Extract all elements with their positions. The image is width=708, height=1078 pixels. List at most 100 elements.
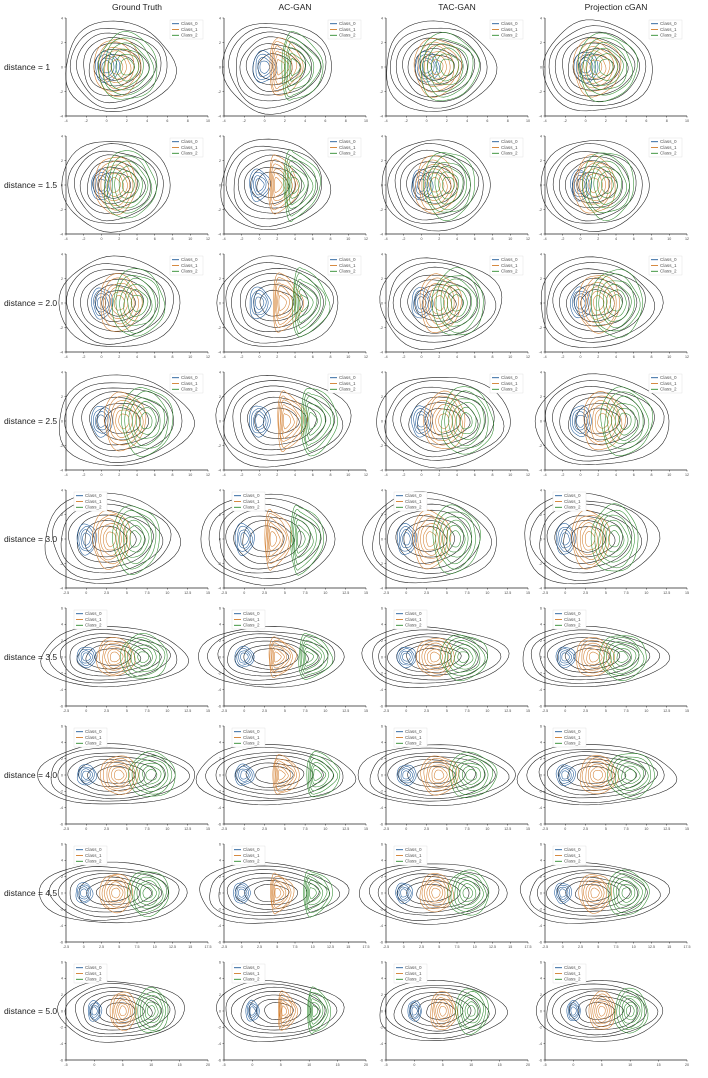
x-tick-label: 0 (251, 1063, 253, 1067)
x-tick-label: 10 (628, 1063, 632, 1067)
class-1-contour (585, 760, 613, 789)
x-tick-label: -2 (240, 355, 243, 359)
x-tick-label: 4 (136, 473, 138, 477)
legend-label: Class_0 (339, 257, 356, 262)
x-tick-label: 5 (605, 827, 607, 831)
class-2-contour (432, 504, 481, 575)
class-1-contour (592, 996, 612, 1025)
class-2-contour (431, 267, 484, 336)
class-1-contour (426, 395, 463, 446)
y-tick-label: -2 (60, 672, 63, 676)
class-1-contour (576, 161, 613, 212)
x-tick-label: 10 (206, 119, 210, 123)
x-tick-label: 15 (206, 591, 210, 595)
x-tick-label: 2 (446, 119, 448, 123)
class-2-contour (115, 54, 139, 82)
x-tick-label: 6 (312, 355, 314, 359)
class-1-contour (265, 512, 290, 564)
class-1-contour (104, 879, 128, 908)
class-1-contour (590, 993, 614, 1027)
row-title: distance = 1.5 (4, 180, 57, 190)
y-tick-label: 4 (540, 859, 542, 863)
x-tick-label: 5 (442, 1063, 444, 1067)
x-tick-label: 0 (564, 709, 566, 713)
y-tick-label: -4 (539, 1042, 542, 1046)
marginal-contour (426, 1002, 456, 1020)
y-tick-label: -4 (218, 1042, 221, 1046)
class-0-contour (407, 1000, 422, 1022)
legend-label: Class_1 (243, 971, 260, 976)
x-tick-label: 0 (259, 355, 261, 359)
marginal-contour (221, 23, 332, 115)
legend-label: Class_1 (181, 263, 198, 268)
class-2-contour (435, 511, 476, 570)
class-1-contour (278, 990, 299, 1031)
class-2-contour (306, 407, 322, 436)
class-0-contour (234, 522, 255, 556)
class-1-contour (423, 168, 448, 201)
y-tick-label: -2 (218, 90, 221, 94)
class-1-contour (581, 642, 609, 671)
class-0-contour (251, 289, 269, 316)
y-tick-label: 2 (381, 757, 383, 761)
class-1-contour (283, 413, 291, 430)
x-tick-label: 0 (564, 591, 566, 595)
class-1-contour (576, 518, 604, 560)
class-2-contour (440, 278, 478, 327)
x-tick-label: 2.5 (419, 945, 424, 949)
class-1-contour (111, 767, 127, 784)
marginal-contour (403, 520, 455, 558)
marginal-contour (414, 48, 463, 86)
x-tick-label: 0 (243, 827, 245, 831)
column-title: TAC-GAN (438, 2, 476, 12)
x-tick-label: 0 (259, 473, 261, 477)
x-tick-label: 10 (485, 709, 489, 713)
legend-label: Class_1 (339, 145, 356, 150)
marginal-contour (563, 520, 616, 558)
marginal-contour (389, 27, 488, 109)
y-tick-label: -6 (380, 822, 383, 826)
y-tick-label: -6 (218, 822, 221, 826)
marginal-contour (387, 873, 481, 914)
class-2-contour (450, 644, 477, 670)
x-tick-label: 2.5 (424, 709, 429, 713)
class-1-contour (109, 177, 121, 193)
marginal-contour (395, 31, 481, 102)
x-tick-label: 10 (188, 473, 192, 477)
legend-label: Class_1 (564, 735, 581, 740)
class-1-contour (281, 408, 295, 433)
x-tick-label: 5 (284, 709, 286, 713)
class-1-contour (113, 294, 125, 311)
x-tick-label: 12 (685, 473, 689, 477)
marginal-contour (400, 274, 479, 334)
class-2-contour (301, 639, 325, 673)
class-0-contour (413, 408, 432, 434)
y-tick-label: -4 (380, 924, 383, 928)
marginal-contour (64, 983, 176, 1037)
class-0-contour (561, 652, 570, 662)
class-2-contour (299, 636, 329, 677)
class-0-contour (417, 296, 427, 310)
y-tick-label: 0 (540, 537, 542, 541)
marginal-contour (546, 872, 638, 912)
class-2-contour (290, 504, 324, 576)
class-1-contour (437, 1002, 449, 1019)
y-tick-label: 4 (381, 977, 383, 981)
y-tick-label: 0 (61, 1009, 63, 1013)
class-2-contour (309, 758, 335, 792)
marginal-contour (97, 765, 136, 784)
legend-label: Class_1 (660, 27, 677, 32)
class-2-contour (286, 47, 311, 86)
marginal-contour (358, 863, 508, 925)
y-tick-label: 6 (381, 724, 383, 728)
marginal-contour (254, 401, 307, 439)
class-2-contour (311, 1002, 321, 1021)
class-2-contour (581, 152, 634, 221)
y-tick-label: -2 (380, 562, 383, 566)
column-title: AC-GAN (278, 2, 311, 12)
class-2-contour (455, 758, 489, 791)
class-2-contour (608, 530, 620, 548)
